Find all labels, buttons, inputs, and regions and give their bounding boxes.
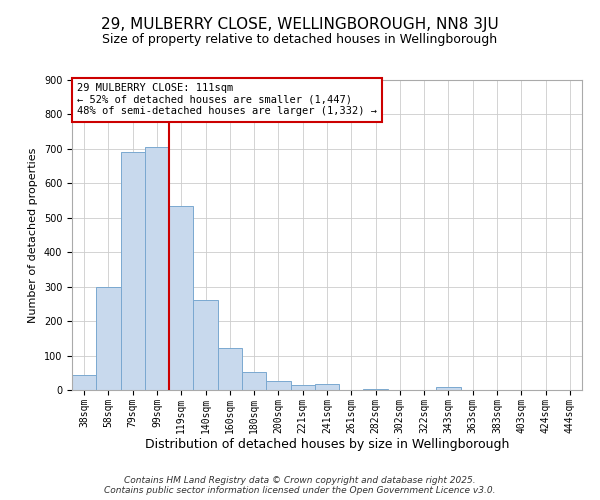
- Bar: [193, 300, 218, 390]
- Bar: [436, 387, 461, 390]
- Y-axis label: Number of detached properties: Number of detached properties: [28, 148, 38, 322]
- Bar: [315, 384, 339, 390]
- Bar: [290, 385, 315, 390]
- Text: 29, MULBERRY CLOSE, WELLINGBOROUGH, NN8 3JU: 29, MULBERRY CLOSE, WELLINGBOROUGH, NN8 …: [101, 18, 499, 32]
- Bar: [169, 206, 193, 390]
- Text: 29 MULBERRY CLOSE: 111sqm
← 52% of detached houses are smaller (1,447)
48% of se: 29 MULBERRY CLOSE: 111sqm ← 52% of detac…: [77, 83, 377, 116]
- Bar: [121, 152, 145, 390]
- Bar: [96, 286, 121, 390]
- X-axis label: Distribution of detached houses by size in Wellingborough: Distribution of detached houses by size …: [145, 438, 509, 452]
- Text: Size of property relative to detached houses in Wellingborough: Size of property relative to detached ho…: [103, 32, 497, 46]
- Bar: [72, 374, 96, 390]
- Text: Contains HM Land Registry data © Crown copyright and database right 2025.
Contai: Contains HM Land Registry data © Crown c…: [104, 476, 496, 495]
- Bar: [266, 380, 290, 390]
- Bar: [218, 348, 242, 390]
- Bar: [242, 372, 266, 390]
- Bar: [145, 147, 169, 390]
